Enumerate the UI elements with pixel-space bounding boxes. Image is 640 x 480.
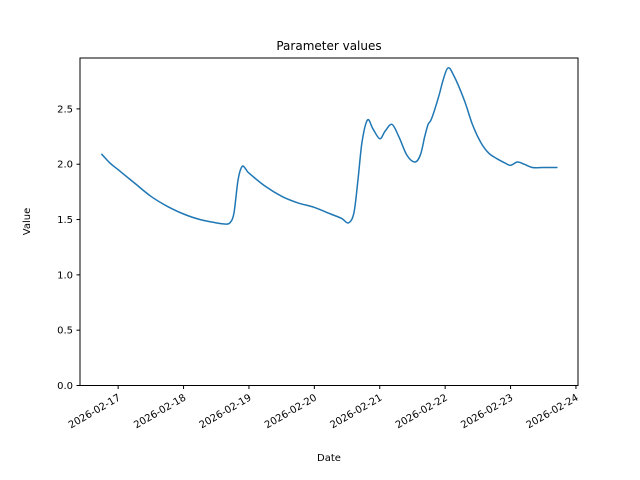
data-line-series xyxy=(101,67,558,225)
y-tick-label: 1.0 xyxy=(57,270,73,281)
x-tick-label: 2026-02-19 xyxy=(198,393,254,432)
x-tick-label: 2026-02-23 xyxy=(459,393,515,432)
y-tick-label: 0.5 xyxy=(57,326,73,337)
x-tick-label: 2026-02-24 xyxy=(525,393,581,432)
y-tick-label: 1.5 xyxy=(57,215,73,226)
y-tick-label: 0.0 xyxy=(57,381,73,392)
chart-title: Parameter values xyxy=(276,39,381,53)
y-tick-label: 2.0 xyxy=(57,160,73,171)
y-axis-label: Value xyxy=(22,208,33,235)
x-tick-label: 2026-02-21 xyxy=(328,393,384,432)
x-tick-label: 2026-02-18 xyxy=(132,393,188,432)
x-tick-label: 2026-02-22 xyxy=(394,393,450,432)
x-axis-label: Date xyxy=(317,453,341,464)
x-tick-label: 2026-02-17 xyxy=(67,393,123,432)
y-tick-label: 2.5 xyxy=(57,104,73,115)
x-tick-label: 2026-02-20 xyxy=(263,393,319,432)
y-axis-ticks: 0.0 0.5 1.0 1.5 2.0 2.5 xyxy=(57,104,80,392)
x-axis-ticks: 2026-02-17 2026-02-18 2026-02-19 2026-02-20… xyxy=(67,385,581,432)
plot-area-border xyxy=(79,57,579,386)
